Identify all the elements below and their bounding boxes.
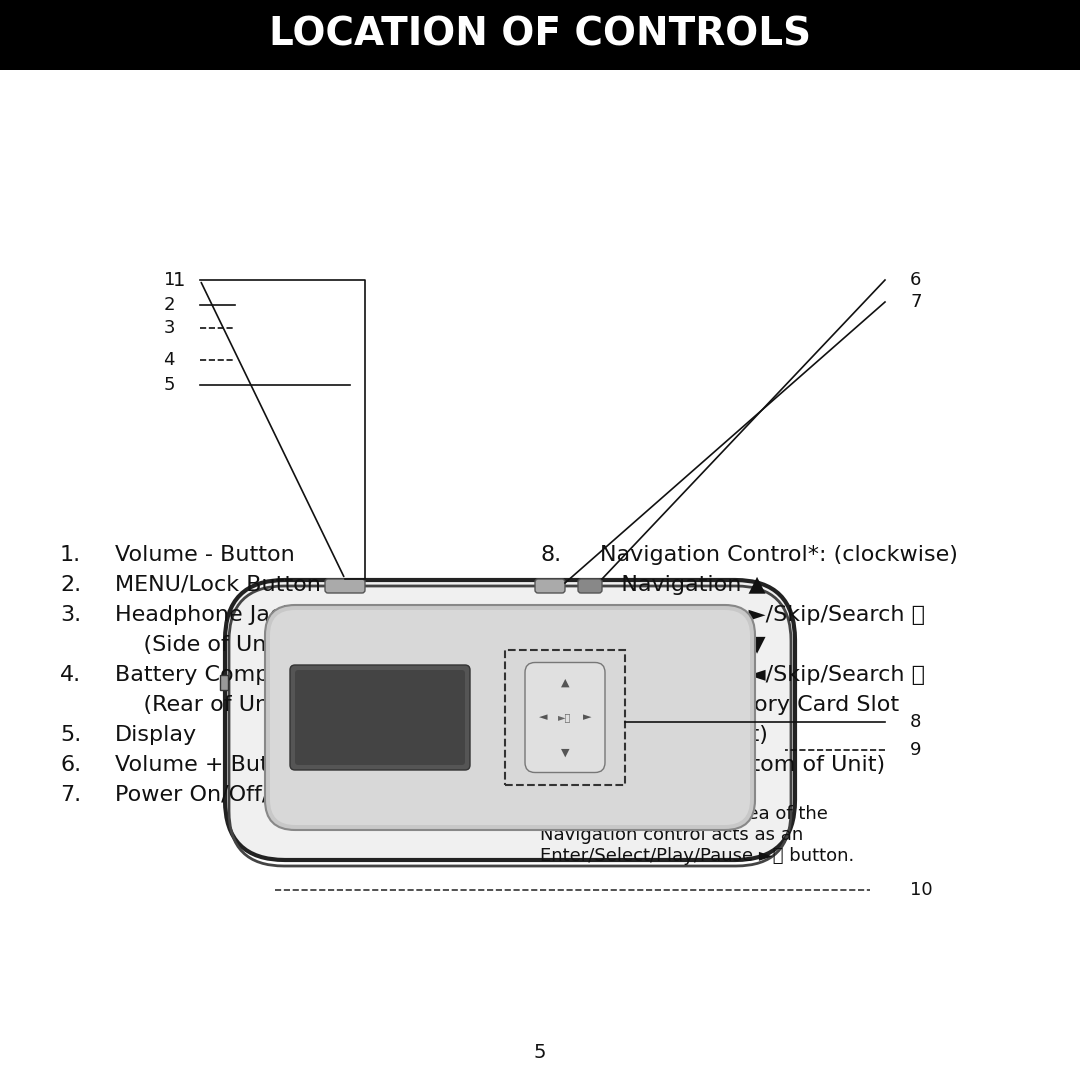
Text: 10.: 10. (540, 755, 576, 775)
Text: 2: 2 (163, 296, 175, 314)
Text: LOCATION OF CONTROLS: LOCATION OF CONTROLS (269, 16, 811, 54)
FancyBboxPatch shape (291, 665, 470, 770)
Text: Navigation ▲: Navigation ▲ (600, 575, 766, 595)
Text: 9.: 9. (540, 696, 562, 715)
FancyBboxPatch shape (535, 579, 565, 593)
Text: *Pressing the center area of the
Navigation control acts as an
Enter/Select/Play: *Pressing the center area of the Navigat… (540, 805, 854, 865)
Text: 1.: 1. (60, 545, 81, 565)
Text: 1: 1 (164, 271, 175, 289)
Text: 5.: 5. (60, 725, 81, 745)
Text: 3: 3 (163, 319, 175, 337)
Text: 5: 5 (534, 1043, 546, 1062)
FancyBboxPatch shape (265, 605, 755, 831)
FancyBboxPatch shape (220, 675, 228, 690)
Text: (Side of Unit): (Side of Unit) (114, 635, 291, 654)
Text: 7: 7 (910, 293, 921, 311)
FancyBboxPatch shape (225, 580, 795, 860)
Text: MENU/Lock Button: MENU/Lock Button (114, 575, 321, 595)
Text: 9: 9 (910, 741, 921, 759)
Text: ◄: ◄ (539, 713, 548, 723)
Text: Battery Compartment: Battery Compartment (114, 665, 360, 685)
Text: 8.: 8. (540, 545, 562, 565)
Text: ▲: ▲ (561, 677, 569, 688)
FancyBboxPatch shape (525, 662, 605, 772)
Text: ►: ► (583, 713, 591, 723)
Text: ▼: ▼ (561, 747, 569, 757)
Text: 6: 6 (910, 271, 921, 289)
Bar (505, 650, 625, 785)
Text: SD/MMC Memory Card Slot: SD/MMC Memory Card Slot (600, 696, 900, 715)
Text: (Side of Unit): (Side of Unit) (600, 725, 768, 745)
Text: 4: 4 (163, 351, 175, 369)
Text: Power On/Off/Stop Button: Power On/Off/Stop Button (114, 785, 402, 805)
Text: Display: Display (114, 725, 198, 745)
Text: 10: 10 (910, 881, 933, 899)
Text: Navigation Control*: (clockwise): Navigation Control*: (clockwise) (600, 545, 958, 565)
FancyBboxPatch shape (270, 610, 750, 825)
Text: Headphone Jack: Headphone Jack (114, 605, 295, 625)
Text: Navigation ►/Skip/Search ⏭: Navigation ►/Skip/Search ⏭ (600, 605, 924, 625)
Text: 2.: 2. (60, 575, 81, 595)
FancyBboxPatch shape (325, 579, 365, 593)
Text: ►⏸: ►⏸ (558, 713, 571, 723)
Text: Volume - Button: Volume - Button (114, 545, 295, 565)
Text: 4.: 4. (60, 665, 81, 685)
FancyBboxPatch shape (578, 579, 602, 593)
Text: Volume + Button: Volume + Button (114, 755, 306, 775)
Text: USB Jack (Bottom of Unit): USB Jack (Bottom of Unit) (600, 755, 886, 775)
Text: Navigation ◄/Skip/Search ⏮: Navigation ◄/Skip/Search ⏮ (600, 665, 924, 685)
Text: 1: 1 (173, 270, 185, 289)
Text: 8: 8 (910, 713, 921, 731)
Text: (Rear of Unit): (Rear of Unit) (114, 696, 293, 715)
Text: Navigation ▼: Navigation ▼ (600, 635, 766, 654)
Text: 3.: 3. (60, 605, 81, 625)
FancyBboxPatch shape (295, 670, 465, 765)
FancyBboxPatch shape (0, 0, 1080, 70)
Text: 6.: 6. (60, 755, 81, 775)
Text: 5: 5 (163, 376, 175, 394)
Text: 7.: 7. (60, 785, 81, 805)
